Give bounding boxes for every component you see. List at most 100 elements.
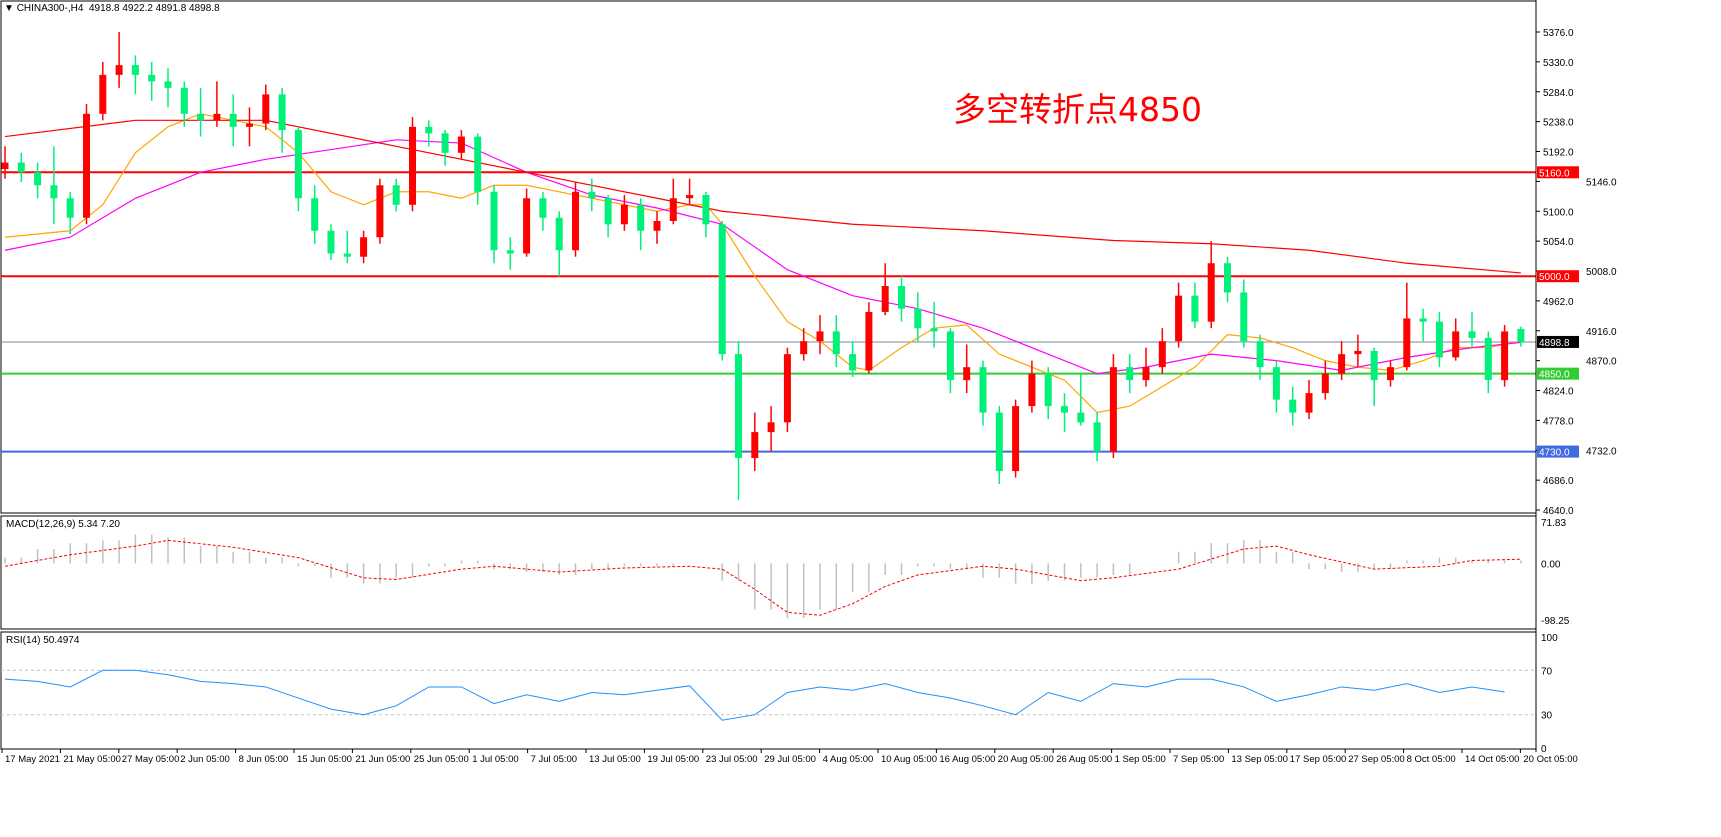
candle-body — [1044, 373, 1052, 407]
candle-body — [180, 87, 188, 114]
rsi-tick-label: 0 — [1541, 744, 1547, 755]
time-tick-label: 27 May 05:00 — [122, 754, 180, 765]
candle-body — [392, 185, 400, 205]
candle-body — [262, 94, 270, 124]
time-tick-label: 20 Aug 05:00 — [998, 754, 1054, 765]
price-tick-label: 5100.0 — [1543, 207, 1574, 218]
candle-body — [1387, 367, 1394, 381]
candle-body — [1, 162, 9, 170]
candle-body — [1109, 367, 1117, 452]
price-tick-label: 5008.0 — [1586, 267, 1617, 278]
candle-body — [506, 250, 514, 254]
candle-body — [702, 195, 710, 225]
candle-body — [604, 198, 612, 225]
candle-body — [1240, 292, 1248, 342]
price-line-label: 4730.0 — [1539, 448, 1570, 459]
time-tick-label: 8 Oct 05:00 — [1407, 754, 1456, 765]
chart-header: ▼ CHINA300-,H4 4918.8 4922.2 4891.8 4898… — [4, 3, 220, 14]
candle-body — [1207, 263, 1215, 322]
price-tick-label: 4870.0 — [1586, 357, 1617, 368]
time-tick-label: 17 May 2021 — [5, 754, 60, 765]
candle-body — [17, 162, 25, 173]
candle-body — [718, 224, 726, 355]
candle-body — [637, 204, 645, 231]
candle-body — [881, 285, 889, 312]
candle-body — [376, 185, 384, 238]
candle-body — [572, 191, 579, 251]
moving-average-line-2 — [4, 119, 1521, 274]
candle-body — [1305, 393, 1313, 413]
dropdown-triangle-icon[interactable]: ▼ — [4, 3, 14, 14]
candle-body — [425, 126, 433, 134]
time-tick-label: 13 Jul 05:00 — [589, 754, 641, 765]
candle-body — [1517, 328, 1525, 342]
candle-body — [686, 195, 694, 199]
time-tick-label: 20 Oct 05:00 — [1523, 754, 1577, 765]
candle-body — [816, 331, 824, 342]
candle-body — [865, 311, 873, 371]
time-tick-label: 27 Sep 05:00 — [1348, 754, 1405, 765]
candle-body — [1256, 341, 1264, 368]
candle-body — [946, 331, 954, 381]
macd-title: MACD(12,26,9) 5.34 7.20 — [6, 519, 120, 530]
rsi-panel-frame — [0, 631, 1537, 750]
candle-body — [311, 198, 319, 231]
time-tick-label: 14 Oct 05:00 — [1465, 754, 1519, 765]
time-tick-label: 7 Sep 05:00 — [1173, 754, 1224, 765]
time-tick-label: 2 Jun 05:00 — [180, 754, 230, 765]
candle-body — [148, 74, 156, 82]
time-tick-label: 8 Jun 05:00 — [239, 754, 289, 765]
candle-body — [457, 136, 465, 153]
candle-body — [1175, 295, 1183, 342]
candle-body — [197, 113, 205, 121]
candle-body — [1126, 367, 1134, 381]
ohlc-label: 4918.8 4922.2 4891.8 4898.8 — [88, 3, 220, 14]
candle-body — [800, 341, 808, 355]
rsi-tick-label: 100 — [1541, 633, 1558, 644]
time-tick-label: 29 Jul 05:00 — [764, 754, 816, 765]
time-tick-label: 13 Sep 05:00 — [1231, 754, 1288, 765]
price-tick-label: 5376.0 — [1543, 28, 1574, 39]
candle-body — [343, 253, 351, 257]
candle-body — [131, 65, 139, 75]
candle-body — [832, 331, 840, 355]
candle-body — [1061, 406, 1068, 413]
candle-body — [164, 81, 172, 88]
candle-body — [1224, 263, 1231, 293]
candle-body — [1403, 318, 1411, 368]
price-label-bg — [1537, 335, 1579, 348]
price-line-label: 4850.0 — [1539, 370, 1570, 381]
candle-body — [1289, 399, 1297, 413]
price-tick-label: 5146.0 — [1586, 177, 1617, 188]
time-tick-label: 7 Jul 05:00 — [531, 754, 577, 765]
candle-body — [1077, 412, 1085, 423]
candle-body — [1338, 354, 1346, 374]
time-tick-label: 23 Jul 05:00 — [706, 754, 758, 765]
time-tick-label: 10 Aug 05:00 — [881, 754, 937, 765]
rsi-title: RSI(14) 50.4974 — [6, 635, 80, 646]
candle-body — [849, 354, 857, 371]
price-tick-label: 5330.0 — [1543, 58, 1574, 69]
candle-body — [767, 422, 775, 433]
price-label-bg — [1537, 367, 1579, 380]
symbol-label: CHINA300-,H4 — [16, 3, 84, 14]
macd-panel-frame — [0, 515, 1537, 630]
macd-tick-label: -98.25 — [1541, 616, 1570, 627]
candle-body — [66, 198, 74, 218]
candle-body — [213, 113, 221, 121]
candle-body — [294, 130, 302, 199]
price-tick-label: 5238.0 — [1543, 118, 1574, 129]
candle-body — [1468, 331, 1476, 338]
time-tick-label: 21 May 05:00 — [63, 754, 121, 765]
candle-body — [539, 198, 547, 218]
candle-body — [50, 185, 58, 199]
candle-body — [588, 191, 596, 199]
candle-body — [751, 432, 759, 459]
price-line-label: 4898.8 — [1539, 338, 1570, 349]
candle-body — [360, 237, 368, 257]
candle-body — [229, 113, 237, 127]
candle-body — [669, 198, 677, 222]
time-tick-label: 17 Sep 05:00 — [1290, 754, 1347, 765]
